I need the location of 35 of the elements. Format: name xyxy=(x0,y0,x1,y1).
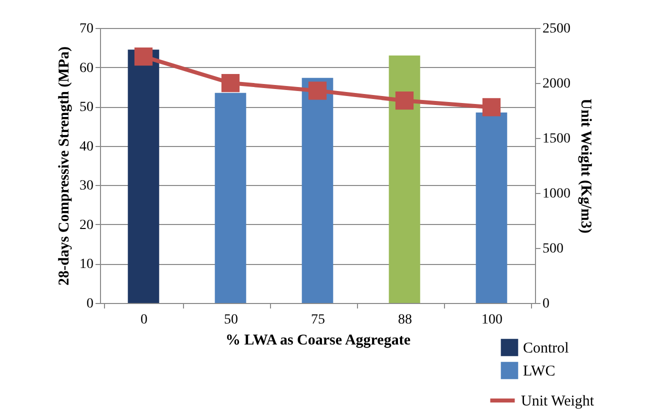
x-axis-title: % LWA as Coarse Aggregate xyxy=(226,332,411,348)
point xyxy=(482,98,501,116)
y-tick-label: 40 xyxy=(80,139,94,154)
y2-tick-label: 1000 xyxy=(542,186,570,202)
legend-label: LWC xyxy=(523,364,556,380)
y-tick-label: 0 xyxy=(86,296,94,312)
y-tick-label: 20 xyxy=(80,218,94,233)
y2-tick-label: 500 xyxy=(542,242,564,256)
legend-label: Control xyxy=(523,340,569,356)
x-tick-label: 100 xyxy=(482,312,502,328)
bar xyxy=(476,112,508,303)
x-tick-label: 50 xyxy=(224,312,238,328)
y-tick-label: 50 xyxy=(80,100,94,116)
y2-tick-label: 2000 xyxy=(542,76,570,92)
legend-label: Unit Weight xyxy=(521,394,595,410)
x-tick-label: 88 xyxy=(398,312,412,328)
bar xyxy=(214,92,246,303)
y-tick-label: 60 xyxy=(80,60,94,76)
point xyxy=(395,92,414,110)
y-tick-label: 70 xyxy=(80,22,94,36)
y-axis-title: 28-days Compressive Strength (MPa) xyxy=(56,46,72,286)
y-tick-label: 30 xyxy=(80,178,94,194)
x-tick-label: 0 xyxy=(140,312,148,328)
point xyxy=(134,48,153,66)
x-tick-label: 75 xyxy=(311,312,325,328)
y2-tick-label: 1500 xyxy=(542,132,570,146)
y-tick-label: 10 xyxy=(80,257,94,272)
bar xyxy=(128,50,160,303)
y2-tick-label: 2500 xyxy=(542,22,570,36)
y2-axis-title: Unit Weight (Kg/m3) xyxy=(578,98,594,234)
y2-tick-label: 0 xyxy=(542,296,550,312)
bar xyxy=(388,56,420,303)
point xyxy=(308,82,327,100)
point xyxy=(221,74,240,92)
bar xyxy=(302,78,334,303)
